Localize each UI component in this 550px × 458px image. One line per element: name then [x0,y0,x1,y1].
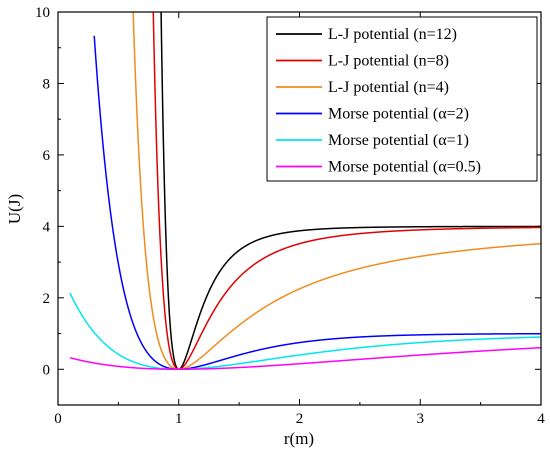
x-tick-label: 3 [417,411,425,427]
series-layer [69,12,541,371]
x-axis-label: r(m) [284,429,314,448]
y-axis: 0 2 4 6 8 10 [35,5,541,406]
y-tick-label: 2 [43,291,51,307]
legend-label-1: L-J potential (n=12) [328,26,457,43]
y-axis-label: U(J) [5,194,24,224]
legend-label-2: L-J potential (n=8) [328,53,449,70]
legend-box [266,16,538,182]
y-tick-label: 10 [35,5,50,21]
series-line-4 [93,35,541,371]
series-line-2 [152,12,541,371]
series-line-5 [69,292,541,371]
series-line-6 [69,346,541,371]
y-tick-label: 8 [43,76,51,92]
x-tick-label: 4 [537,411,545,427]
x-tick-label: 1 [175,411,183,427]
series-line-1 [160,12,541,371]
y-tick-label: 0 [43,362,51,378]
legend: L-J potential (n=12) L-J potential (n=8) L… [266,16,538,182]
legend-label-6: Morse potential (α=0.5) [328,159,481,176]
legend-label-5: Morse potential (α=1) [328,132,469,149]
legend-label-3: L-J potential (n=4) [328,79,449,96]
series-line-3 [132,12,541,371]
x-tick-label: 0 [54,411,62,427]
x-tick-label: 2 [296,411,304,427]
y-tick-label: 6 [43,148,51,164]
legend-label-4: Morse potential (α=2) [328,106,469,123]
y-tick-label: 4 [43,219,51,235]
